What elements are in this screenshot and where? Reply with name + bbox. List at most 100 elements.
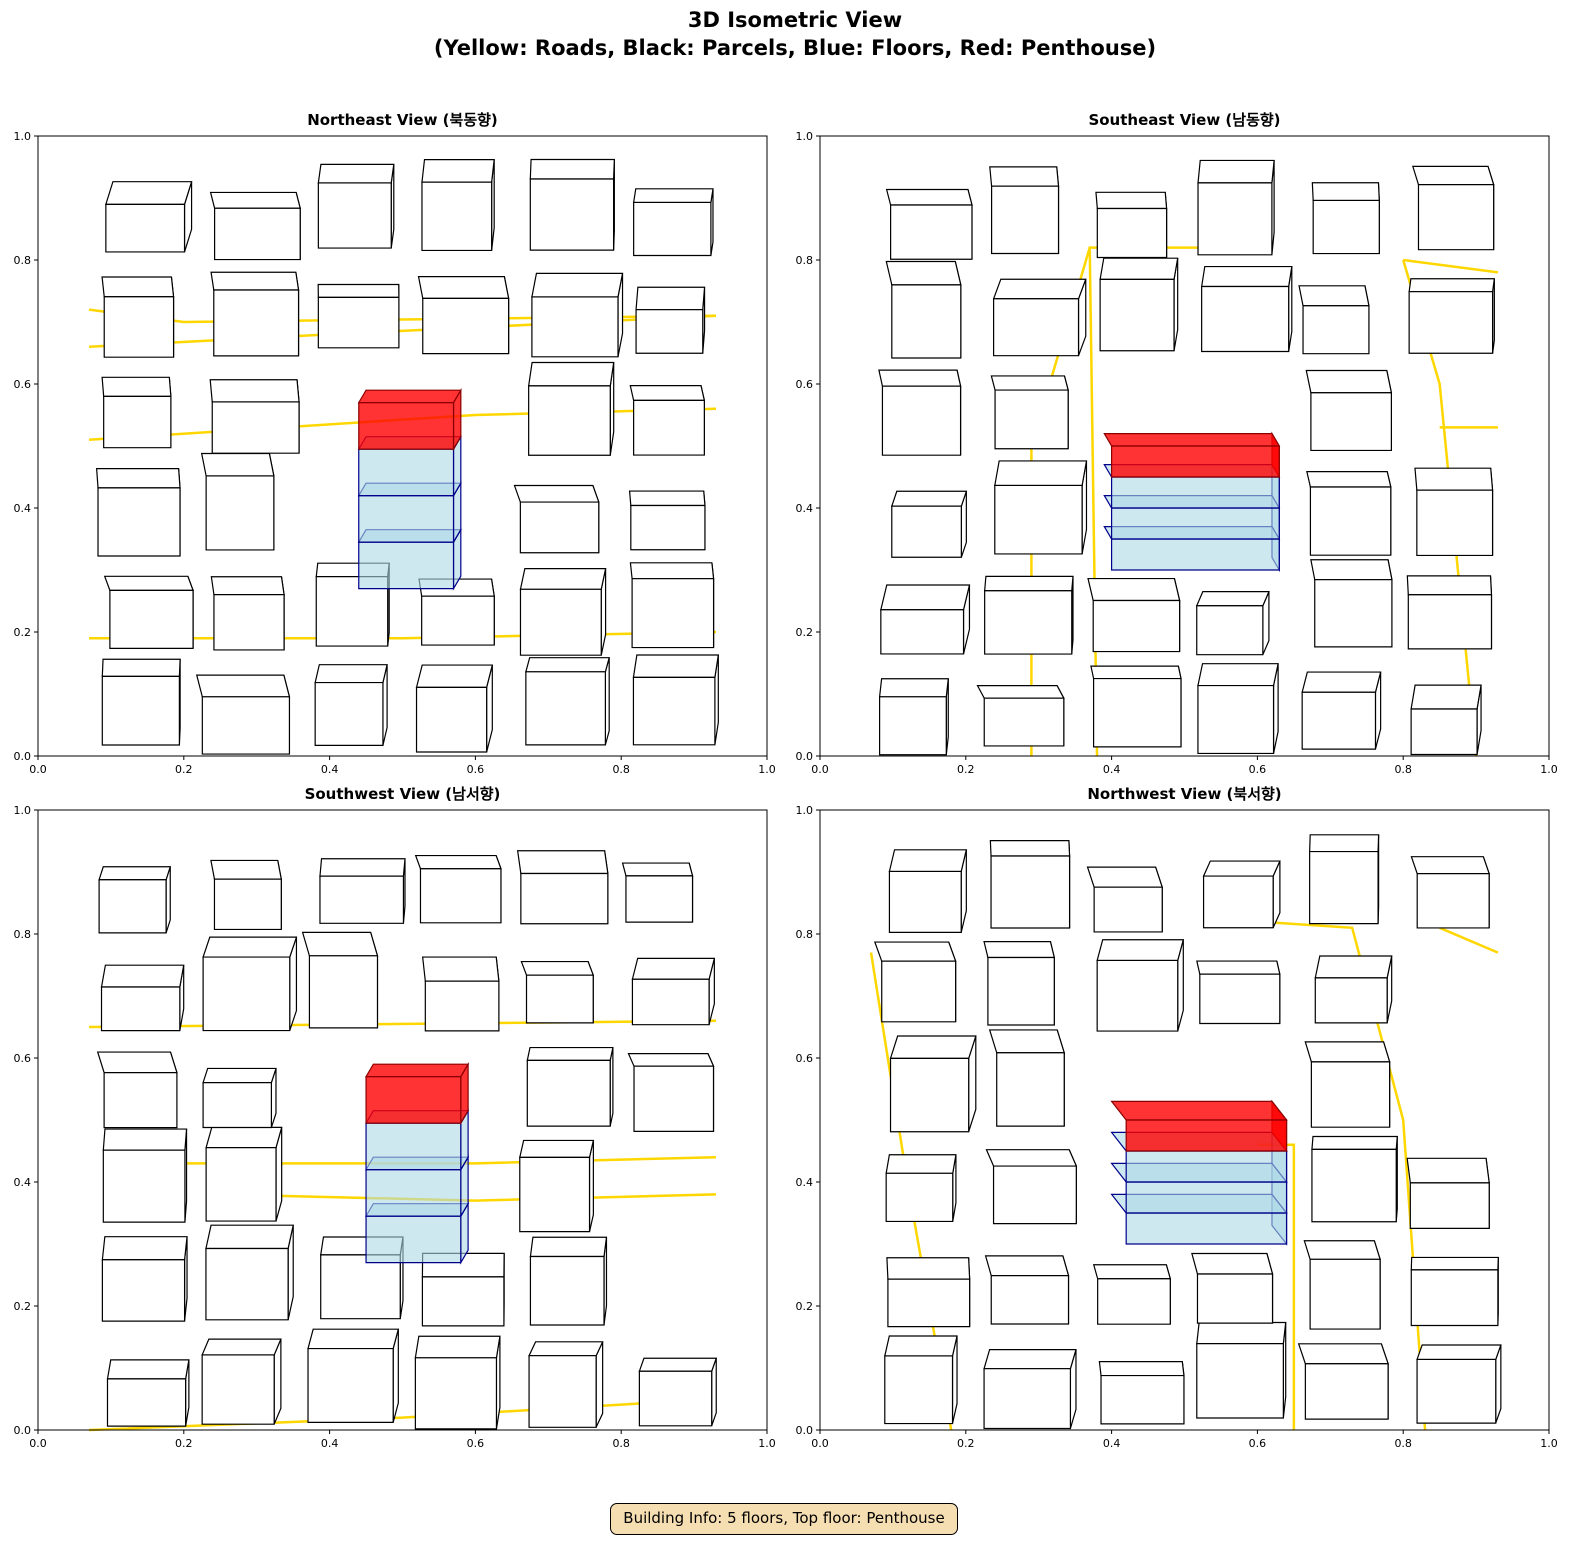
y-tick-label: 0.4 bbox=[14, 502, 32, 515]
building-parcel bbox=[419, 868, 502, 924]
building-parcel bbox=[210, 859, 283, 880]
x-tick-label: 0.4 bbox=[1103, 763, 1121, 776]
y-tick-label: 0.0 bbox=[796, 750, 814, 763]
building-parcel bbox=[638, 1370, 713, 1427]
building-parcel bbox=[890, 490, 968, 507]
building-parcel bbox=[632, 188, 714, 204]
building-parcel bbox=[1196, 1273, 1274, 1324]
building-parcel bbox=[1092, 677, 1182, 748]
building-parcel bbox=[1407, 594, 1493, 650]
building-parcel bbox=[990, 185, 1060, 255]
title-line-1: 3D Isometric View bbox=[687, 8, 903, 32]
building-parcel bbox=[633, 201, 712, 257]
building-parcel bbox=[885, 1154, 957, 1174]
building-parcel bbox=[317, 296, 400, 349]
y-tick-label: 1.0 bbox=[796, 804, 814, 817]
building-parcel bbox=[421, 181, 493, 252]
figure-title: 3D Isometric View (Yellow: Roads, Black:… bbox=[0, 6, 1590, 62]
building-parcel bbox=[421, 956, 500, 982]
building-parcel bbox=[519, 501, 600, 554]
building-parcel bbox=[890, 204, 973, 260]
building-parcel bbox=[214, 207, 301, 261]
building-parcel bbox=[985, 1149, 1078, 1167]
road-line bbox=[220, 1193, 717, 1202]
building-parcel bbox=[988, 1029, 1066, 1054]
building-parcel bbox=[205, 1147, 277, 1222]
building-parcel bbox=[1311, 182, 1380, 202]
x-tick-label: 1.0 bbox=[758, 763, 776, 776]
building-parcel bbox=[632, 676, 716, 746]
x-tick-label: 1.0 bbox=[758, 1437, 776, 1450]
building-parcel bbox=[320, 1254, 401, 1320]
building-parcel bbox=[984, 590, 1073, 655]
building-parcel bbox=[976, 685, 1065, 699]
building-parcel bbox=[421, 159, 495, 183]
building-parcel bbox=[1301, 691, 1377, 750]
penthouse-block bbox=[365, 1063, 470, 1078]
building-parcel bbox=[631, 957, 716, 980]
y-tick-label: 0.0 bbox=[14, 1424, 32, 1437]
y-tick-label: 0.6 bbox=[796, 1052, 814, 1065]
building-parcel bbox=[1314, 977, 1388, 1024]
building-parcel bbox=[1309, 850, 1379, 925]
building-parcel bbox=[1406, 575, 1493, 596]
building-parcel bbox=[421, 595, 495, 646]
building-parcel bbox=[200, 452, 275, 477]
building-parcel bbox=[201, 1338, 282, 1356]
y-tick-label: 1.0 bbox=[796, 130, 814, 143]
building-parcel bbox=[102, 1128, 188, 1151]
penthouse-block bbox=[1111, 445, 1280, 478]
building-parcel bbox=[1314, 955, 1393, 979]
floor-block bbox=[358, 495, 455, 543]
x-tick-label: 0.4 bbox=[1103, 1437, 1121, 1450]
building-parcel bbox=[1310, 392, 1392, 452]
y-tick-label: 1.0 bbox=[14, 130, 32, 143]
building-parcel bbox=[1303, 1240, 1381, 1260]
building-parcel bbox=[1314, 579, 1393, 648]
building-parcel bbox=[210, 271, 300, 291]
building-parcel bbox=[213, 594, 285, 651]
x-tick-label: 0.8 bbox=[1394, 763, 1412, 776]
building-parcel bbox=[996, 1052, 1065, 1127]
x-tick-label: 0.6 bbox=[467, 763, 485, 776]
building-parcel bbox=[531, 272, 624, 298]
x-tick-label: 0.0 bbox=[811, 763, 829, 776]
building-parcel bbox=[1191, 1252, 1274, 1275]
building-parcel bbox=[101, 675, 180, 746]
road-line bbox=[1403, 258, 1499, 274]
building-parcel bbox=[205, 475, 275, 551]
building-parcel bbox=[98, 879, 167, 934]
x-tick-label: 0.2 bbox=[957, 1437, 975, 1450]
building-parcel bbox=[525, 671, 606, 746]
building-parcel bbox=[1201, 285, 1290, 353]
building-parcel bbox=[633, 1065, 715, 1132]
building-parcel bbox=[1093, 886, 1163, 933]
y-tick-label: 0.8 bbox=[796, 254, 814, 267]
building-parcel bbox=[983, 1349, 1077, 1370]
building-parcel bbox=[1412, 165, 1495, 186]
floor-block bbox=[1111, 538, 1280, 571]
building-parcel bbox=[1090, 665, 1182, 680]
penthouse-block bbox=[1125, 1119, 1288, 1152]
subplot-title: Northeast View (북동향) bbox=[307, 111, 498, 129]
floor-block bbox=[1111, 476, 1280, 509]
building-parcel bbox=[1196, 1321, 1287, 1345]
building-parcel bbox=[881, 385, 962, 456]
building-parcel bbox=[202, 1067, 277, 1084]
y-tick-label: 0.6 bbox=[14, 378, 32, 391]
building-parcel bbox=[100, 986, 181, 1032]
building-parcel bbox=[881, 960, 957, 1023]
building-parcel bbox=[526, 1046, 614, 1061]
y-tick-label: 0.2 bbox=[796, 1300, 814, 1313]
y-tick-label: 0.4 bbox=[14, 1176, 32, 1189]
building-parcel bbox=[1304, 1363, 1389, 1420]
y-tick-label: 0.8 bbox=[796, 928, 814, 941]
x-tick-label: 0.6 bbox=[1249, 1437, 1267, 1450]
building-parcel bbox=[990, 1275, 1070, 1325]
building-parcel bbox=[209, 379, 300, 403]
building-parcel bbox=[983, 1368, 1072, 1430]
building-parcel bbox=[317, 163, 395, 184]
building-parcel bbox=[631, 978, 710, 1026]
building-parcel bbox=[1302, 305, 1370, 355]
building-parcel bbox=[414, 854, 502, 870]
